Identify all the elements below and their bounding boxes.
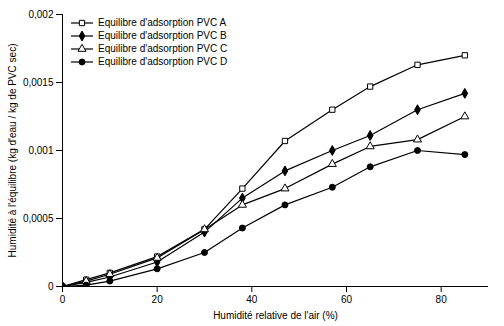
svg-text:40: 40: [246, 294, 258, 305]
svg-text:Humidité à l'équilibre (kg d'e: Humidité à l'équilibre (kg d'eau / kg de…: [7, 44, 18, 258]
html-text:Equilibre d'adsorption PVC A: Equilibre d'adsorption PVC A: [98, 17, 227, 28]
svg-text:80: 80: [436, 294, 448, 305]
svg-text:0: 0: [48, 281, 54, 292]
svg-text:0,001: 0,001: [28, 145, 53, 156]
svg-text:0: 0: [60, 294, 66, 305]
html-text:Equilibre d'adsorption PVC C: Equilibre d'adsorption PVC C: [98, 43, 228, 54]
svg-text:0,0015: 0,0015: [23, 77, 54, 88]
svg-text:0,002: 0,002: [28, 9, 53, 20]
svg-text:20: 20: [152, 294, 164, 305]
svg-text:Humidité relative de l'air (%): Humidité relative de l'air (%): [213, 310, 338, 321]
svg-text:0,0005: 0,0005: [23, 213, 54, 224]
html-text:Equilibre d'adsorption PVC B: Equilibre d'adsorption PVC B: [98, 30, 227, 41]
svg-text:60: 60: [341, 294, 353, 305]
html-text:Equilibre d'adsorption PVC D: Equilibre d'adsorption PVC D: [98, 56, 228, 67]
